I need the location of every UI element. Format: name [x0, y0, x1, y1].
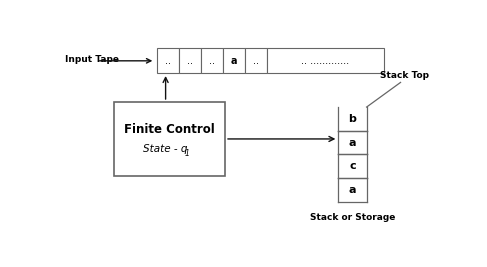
- Text: ..: ..: [187, 56, 193, 66]
- Text: b: b: [349, 114, 356, 124]
- Text: c: c: [349, 161, 356, 171]
- Bar: [201, 49, 223, 73]
- Text: Finite Control: Finite Control: [124, 123, 215, 136]
- Bar: [179, 49, 201, 73]
- Text: State - q: State - q: [143, 144, 188, 154]
- Text: ..: ..: [253, 56, 259, 66]
- Bar: [244, 49, 266, 73]
- Text: Input Tape: Input Tape: [65, 55, 119, 64]
- Bar: [266, 49, 384, 73]
- Text: a: a: [349, 138, 356, 148]
- Text: Stack Top: Stack Top: [380, 71, 429, 80]
- Text: ..: ..: [165, 56, 171, 66]
- Bar: [114, 102, 225, 176]
- Bar: [223, 49, 244, 73]
- Text: 1: 1: [184, 148, 189, 158]
- Bar: [157, 49, 179, 73]
- Text: Stack or Storage: Stack or Storage: [310, 213, 395, 222]
- Text: a: a: [349, 185, 356, 195]
- Text: ..: ..: [209, 56, 215, 66]
- Text: .. .............: .. .............: [301, 56, 349, 66]
- Text: a: a: [230, 56, 237, 66]
